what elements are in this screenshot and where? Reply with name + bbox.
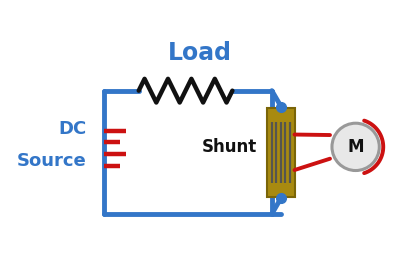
Text: M: M <box>347 138 364 156</box>
Text: Load: Load <box>168 41 232 65</box>
Text: Source: Source <box>17 152 86 170</box>
Bar <box>267 108 294 197</box>
Text: Shunt: Shunt <box>202 138 257 156</box>
Text: DC: DC <box>58 120 86 139</box>
Circle shape <box>332 123 379 170</box>
